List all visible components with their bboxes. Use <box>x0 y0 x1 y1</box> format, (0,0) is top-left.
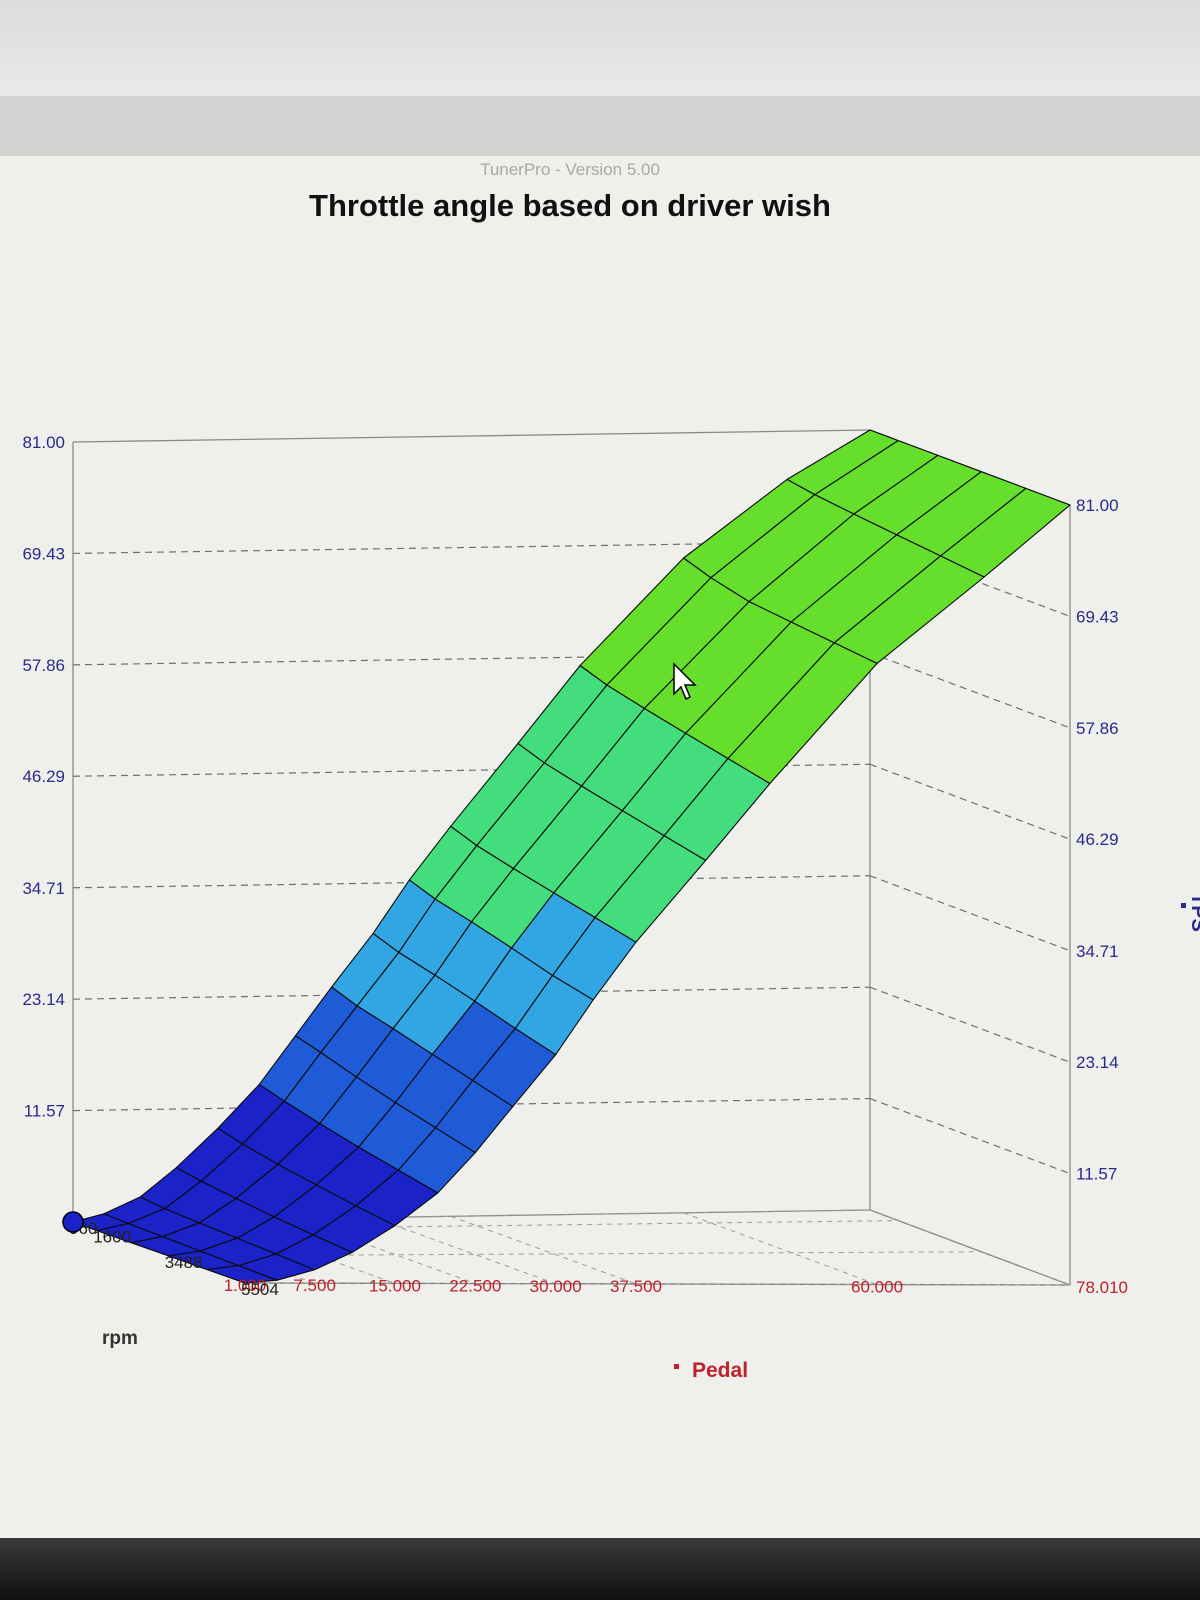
floor-gridline <box>244 1282 1071 1286</box>
right-wall-gridline <box>869 763 1071 840</box>
monitor-bezel-bottom <box>0 1538 1200 1600</box>
floor-right-edge <box>869 1209 1071 1286</box>
tps-tick-left: 11.57 <box>24 1102 65 1121</box>
tps-tick-left: 57.86 <box>22 656 65 675</box>
tps-tick-left: 81.00 <box>22 433 65 452</box>
monitor-bezel-top <box>0 0 1200 96</box>
back-wall-top-edge <box>72 429 871 443</box>
tps-tick-right: 57.86 <box>1076 719 1119 738</box>
pedal-tick: 37.500 <box>610 1277 662 1296</box>
floor-gridline <box>450 1215 637 1285</box>
app-version-text: TunerPro - Version 5.00 <box>480 160 660 179</box>
pedal-tick: 60.000 <box>851 1278 903 1297</box>
tps-tick-right: 81.00 <box>1076 496 1119 515</box>
pedal-tick: 22.500 <box>449 1277 501 1296</box>
rpm-tick: 1600 <box>93 1228 131 1247</box>
right-wall-gridline <box>869 1098 1071 1175</box>
rpm-tick: 3488 <box>165 1253 203 1272</box>
pedal-tick: 30.000 <box>530 1277 582 1296</box>
tps-tick-right: 11.57 <box>1076 1165 1117 1184</box>
surface-cell <box>940 487 1071 578</box>
rpm-tick: 5504 <box>241 1280 279 1299</box>
floor-gridline <box>683 1212 878 1286</box>
tps-tick-right: 69.43 <box>1076 607 1119 626</box>
tps-tick-right: 34.71 <box>1076 942 1119 961</box>
tps-legend-marker <box>1181 903 1186 908</box>
pedal-tick: 7.500 <box>293 1276 336 1295</box>
surface-layer <box>72 429 1071 1284</box>
origin-marker[interactable] <box>62 1211 84 1233</box>
tps-tick-right: 23.14 <box>1076 1053 1119 1072</box>
window-toolbar-band <box>0 96 1200 156</box>
tps-axis-title: TPS <box>1187 893 1200 932</box>
pedal-tick: 1.000 <box>224 1276 267 1295</box>
pedal-tick: 15.000 <box>369 1276 421 1295</box>
chart-title: Throttle angle based on driver wish <box>309 188 831 223</box>
right-wall-gridline <box>869 652 1071 729</box>
tps-tick-left: 23.14 <box>22 990 65 1009</box>
tps-tick-right: 46.29 <box>1076 830 1119 849</box>
tps-tick-left: 46.29 <box>22 767 65 786</box>
pedal-tick: 78.010 <box>1076 1278 1128 1297</box>
mouse-cursor-icon <box>673 662 697 701</box>
rpm-axis-title: rpm <box>102 1328 138 1349</box>
tps-tick-left: 69.43 <box>22 544 65 563</box>
right-wall-gridline <box>869 875 1071 952</box>
label-layer: 81.00 81.00 69.43 69.43 57.86 57.86 46.29 46.29… <box>22 433 1200 1382</box>
pedal-axis-title: Pedal <box>692 1359 748 1382</box>
right-wall-gridline <box>869 986 1071 1063</box>
tps-tick-left: 34.71 <box>22 879 65 898</box>
pedal-legend-marker <box>674 1364 679 1369</box>
floor-gridline <box>372 1217 556 1285</box>
